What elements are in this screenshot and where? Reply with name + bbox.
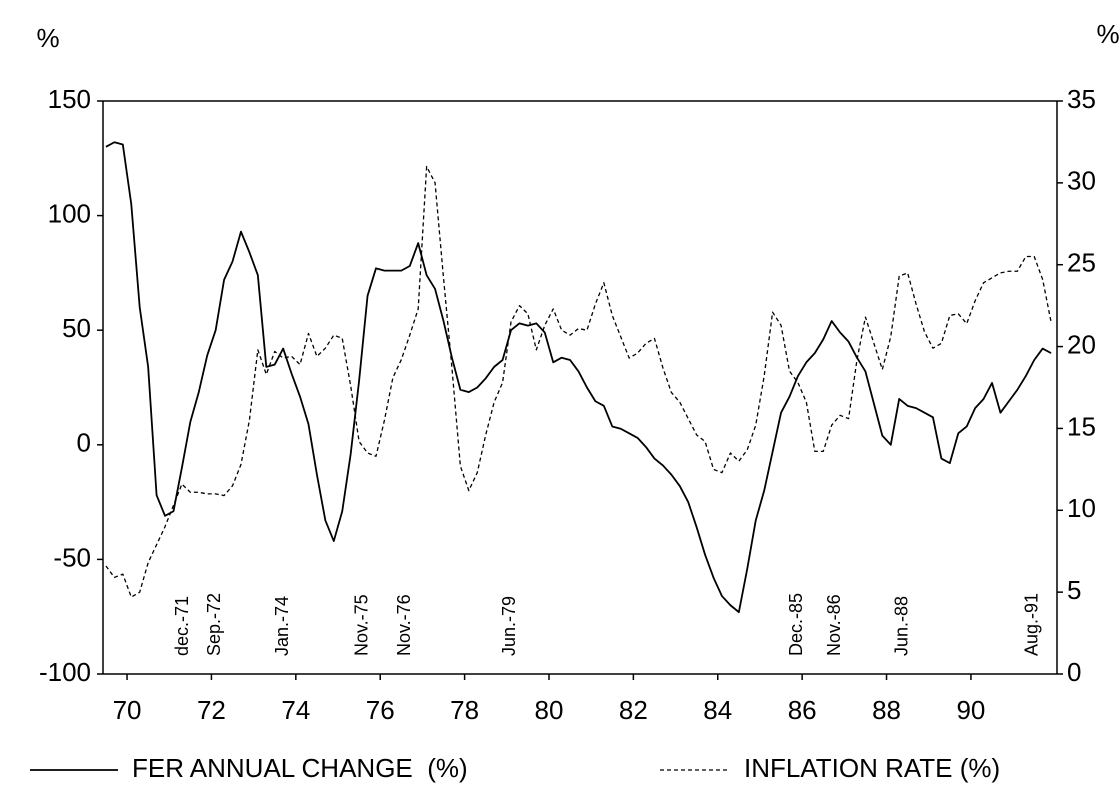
x-tick-label: 80	[535, 695, 564, 725]
y-axis-label: %	[36, 23, 59, 53]
y-tick-label: 50	[62, 313, 91, 343]
annotation: Aug.-91	[1022, 593, 1042, 656]
x-tick-label: 86	[788, 695, 817, 725]
y2-tick-label: 25	[1067, 248, 1096, 278]
y2-tick-label: 0	[1067, 657, 1081, 687]
annotation: Nov.-86	[824, 594, 844, 656]
line-series	[105, 141, 1052, 614]
annotation: Sep.-72	[204, 593, 224, 656]
y2-tick-label: 10	[1067, 493, 1096, 523]
y2-tick-label: 5	[1067, 575, 1081, 605]
annotation: Nov.-75	[352, 594, 372, 656]
x-tick-label: 78	[450, 695, 479, 725]
y-tick-label: 100	[48, 198, 91, 228]
x-tick-label: 72	[197, 695, 226, 725]
x-tick-label: 88	[872, 695, 901, 725]
y-tick-label: -100	[39, 657, 91, 687]
annotation: Jan.-74	[272, 596, 292, 656]
legend-label: FER ANNUAL CHANGE (%)	[132, 753, 468, 783]
y2-tick-label: 35	[1067, 84, 1096, 114]
x-tick-label: 76	[366, 695, 395, 725]
legend-label: INFLATION RATE (%)	[744, 753, 1000, 783]
x-tick-label: 82	[619, 695, 648, 725]
annotation: Jun.-79	[499, 596, 519, 656]
x-tick-label: 74	[281, 695, 310, 725]
x-tick-label: 84	[703, 695, 732, 725]
x-tick-label: 90	[956, 695, 985, 725]
annotation: Dec.-85	[786, 593, 806, 656]
y2-tick-label: 15	[1067, 411, 1096, 441]
y-tick-label: 150	[48, 84, 91, 114]
y2-axis-label: %	[1096, 19, 1119, 49]
annotation: Nov.-76	[394, 594, 414, 656]
annotation: dec.-71	[172, 596, 192, 656]
y-tick-label: 0	[77, 428, 91, 458]
y2-tick-label: 20	[1067, 329, 1096, 359]
annotation: Jun.-88	[892, 596, 912, 656]
line-series	[105, 165, 1052, 598]
x-tick-label: 70	[113, 695, 142, 725]
y-tick-label: -50	[53, 542, 91, 572]
y2-tick-label: 30	[1067, 166, 1096, 196]
